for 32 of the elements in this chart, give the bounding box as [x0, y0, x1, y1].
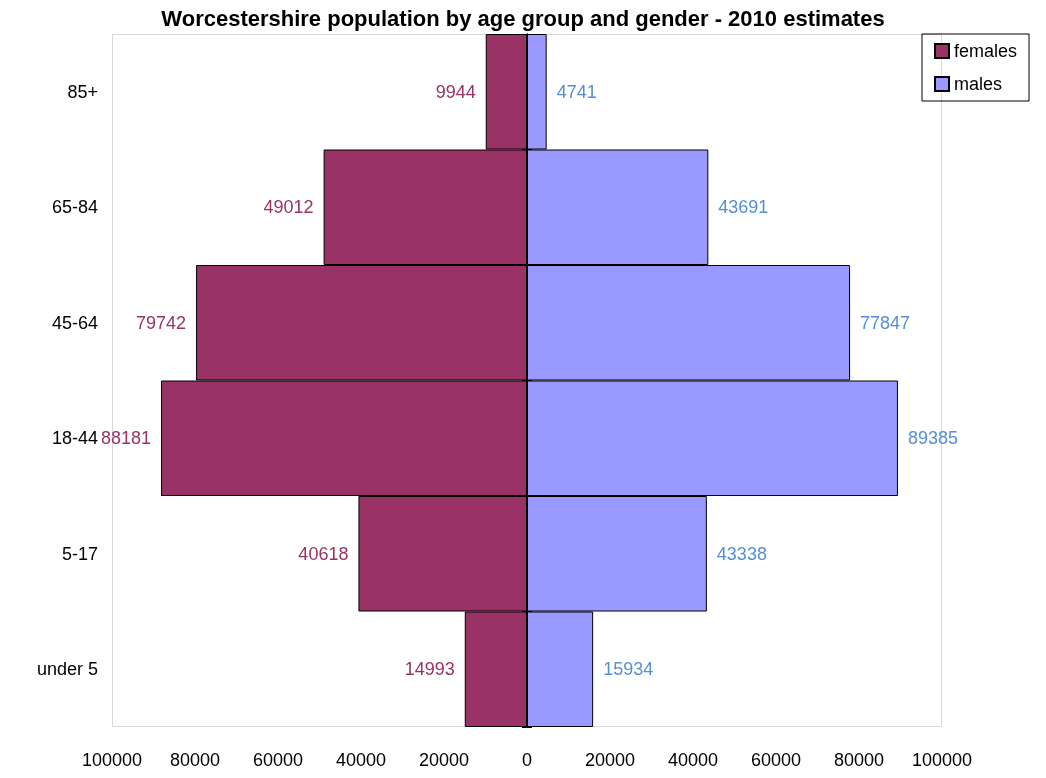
x-tick-label: 40000 [335, 750, 387, 770]
data-label: 88181 [100, 428, 152, 449]
data-label: 4741 [556, 81, 597, 102]
chart-title: Worcestershire population by age group and gender - 2010 estimates [161, 5, 885, 31]
x-tick-label: 20000 [418, 750, 470, 770]
x-tick-label: 60000 [252, 750, 304, 770]
y-tick-label: 5-17 [61, 543, 98, 564]
x-tick-label: 100000 [911, 750, 973, 770]
x-tick-label: 0 [521, 750, 533, 770]
data-label: 43338 [716, 543, 767, 564]
x-tick-label: 60000 [750, 750, 802, 770]
data-label: 43691 [718, 197, 769, 218]
x-tick-label: 40000 [667, 750, 719, 770]
x-tick-label: 20000 [584, 750, 636, 770]
data-label: 49012 [263, 197, 314, 218]
data-label: 15934 [603, 659, 654, 680]
x-tick-label: 100000 [81, 750, 143, 770]
legend-label: females [954, 41, 1018, 61]
data-label: 79742 [136, 312, 187, 333]
data-label: 9944 [435, 81, 476, 102]
y-tick-label: 65-84 [51, 197, 98, 218]
y-tick-label: 18-44 [51, 428, 98, 449]
y-tick-label: 45-64 [51, 312, 98, 333]
y-tick-label: under 5 [36, 659, 98, 680]
y-tick-label: 85+ [67, 81, 98, 102]
x-tick-label: 80000 [169, 750, 221, 770]
x-tick-label: 80000 [833, 750, 885, 770]
data-label: 40618 [298, 543, 349, 564]
data-label: 14993 [404, 659, 455, 680]
legend-label: males [954, 74, 1003, 94]
data-label: 77847 [860, 312, 911, 333]
data-label: 89385 [907, 428, 959, 449]
